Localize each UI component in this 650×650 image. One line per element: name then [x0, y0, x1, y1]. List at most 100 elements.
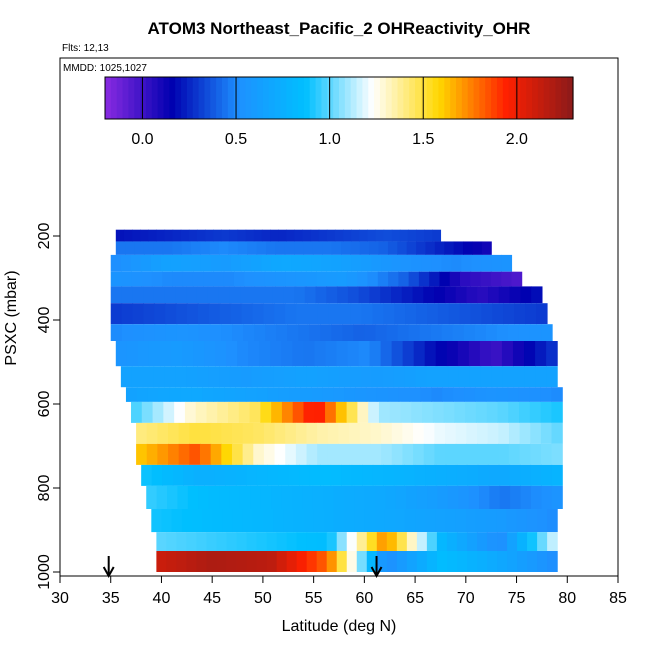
heatmap-cell	[210, 443, 222, 465]
colorbar-swatch	[186, 77, 194, 119]
heatmap-cell	[191, 387, 203, 402]
colorbar-swatch	[415, 77, 422, 119]
colorbar-swatch	[339, 77, 346, 119]
heatmap-cell	[501, 271, 512, 287]
colorbar-swatch	[432, 77, 440, 119]
heatmap-cell	[283, 509, 294, 533]
heatmap-cell	[446, 551, 458, 572]
heatmap-cell	[306, 422, 318, 444]
heatmap-cell	[219, 485, 231, 509]
heatmap-cell	[546, 509, 558, 533]
heatmap-cell	[358, 341, 371, 367]
heatmap-cell	[156, 485, 168, 509]
heatmap-cell	[218, 286, 230, 304]
heatmap-cell	[295, 422, 308, 444]
heatmap-cell	[168, 443, 180, 465]
colorbar-swatch	[268, 77, 276, 119]
heatmap-cell	[288, 464, 300, 486]
colorbar-swatch	[204, 77, 211, 119]
heatmap-cell	[176, 551, 188, 572]
heatmap-cell	[266, 532, 278, 551]
heatmap-cell	[424, 341, 437, 367]
heatmap-cell	[414, 464, 426, 486]
heatmap-cell	[237, 341, 249, 367]
heatmap-cell	[322, 241, 333, 255]
heatmap-cell	[393, 366, 406, 388]
heatmap-cell	[172, 464, 184, 486]
heatmap-cell	[370, 443, 382, 465]
heatmap-cell	[353, 324, 366, 341]
heatmap-cell	[331, 254, 342, 272]
colorbar-swatch	[344, 77, 352, 119]
heatmap-cell	[273, 366, 286, 388]
heatmap-cell	[360, 366, 373, 388]
heatmap-cell	[196, 551, 208, 572]
colorbar-swatch	[403, 77, 410, 119]
heatmap-cell	[452, 324, 465, 341]
heatmap-cell	[354, 485, 366, 509]
heatmap-cell	[375, 485, 387, 509]
heatmap-cell	[326, 271, 338, 287]
heatmap-cell	[436, 532, 448, 551]
heatmap-cell	[447, 485, 459, 509]
heatmap-cell	[267, 464, 279, 486]
colorbar-swatch	[467, 77, 475, 119]
heatmap-cell	[219, 303, 232, 325]
colorbar-swatch	[175, 77, 182, 119]
heatmap-cell	[134, 241, 145, 255]
heatmap-cell	[423, 422, 435, 444]
colorbar-swatch	[444, 77, 451, 119]
heatmap-cell	[406, 551, 418, 572]
heatmap-cell	[295, 366, 307, 388]
heatmap-cell	[157, 443, 169, 465]
heatmap-cell	[220, 254, 232, 272]
heatmap-cell	[370, 422, 382, 444]
heatmap-cell	[274, 422, 286, 444]
heatmap-cell	[425, 464, 437, 486]
heatmap-cell	[359, 443, 372, 465]
heatmap-cell	[341, 464, 353, 486]
heatmap-cell	[338, 443, 350, 465]
colorbar-swatch	[198, 77, 206, 119]
heatmap-cell	[263, 422, 276, 444]
heatmap-cell	[131, 401, 143, 423]
heatmap-cell	[359, 241, 370, 255]
heatmap-cell	[191, 509, 203, 533]
heatmap-cell	[525, 303, 537, 325]
heatmap-cell	[229, 229, 239, 242]
heatmap-cell	[456, 551, 468, 572]
colorbar-swatch	[110, 77, 118, 119]
heatmap-cell	[517, 532, 528, 551]
heatmap-cell	[364, 485, 376, 509]
heatmap-cell	[200, 254, 212, 272]
heatmap-cell	[158, 387, 171, 402]
heatmap-cell	[351, 464, 363, 486]
colorbar-swatch	[537, 77, 545, 119]
heatmap-cell	[496, 324, 509, 341]
heatmap-cell	[451, 254, 462, 272]
heatmap-cell	[284, 366, 296, 388]
heatmap-cell	[140, 229, 149, 242]
colorbar-swatch	[532, 77, 539, 119]
heatmap-cell	[169, 387, 182, 402]
colorbar-swatch	[479, 77, 486, 119]
heatmap-cell	[384, 509, 396, 533]
heatmap-cell	[524, 341, 536, 367]
x-tick-label: 65	[406, 590, 424, 607]
heatmap-cell	[120, 254, 132, 272]
heatmap-cell	[536, 509, 548, 533]
heatmap-cell	[251, 366, 264, 388]
heatmap-cell	[341, 241, 352, 255]
heatmap-cell	[276, 551, 288, 572]
heatmap-cell	[406, 241, 417, 255]
heatmap-cell	[517, 551, 528, 572]
heatmap-cell	[415, 366, 427, 388]
heatmap-cell	[446, 532, 458, 551]
heatmap-cell	[281, 485, 293, 509]
heatmap-cell	[141, 401, 154, 423]
heatmap-cell	[416, 229, 425, 242]
heatmap-cell	[205, 229, 214, 242]
colorbar-swatch	[134, 77, 141, 119]
heatmap-cell	[238, 401, 251, 423]
colorbar-swatch	[543, 77, 551, 119]
